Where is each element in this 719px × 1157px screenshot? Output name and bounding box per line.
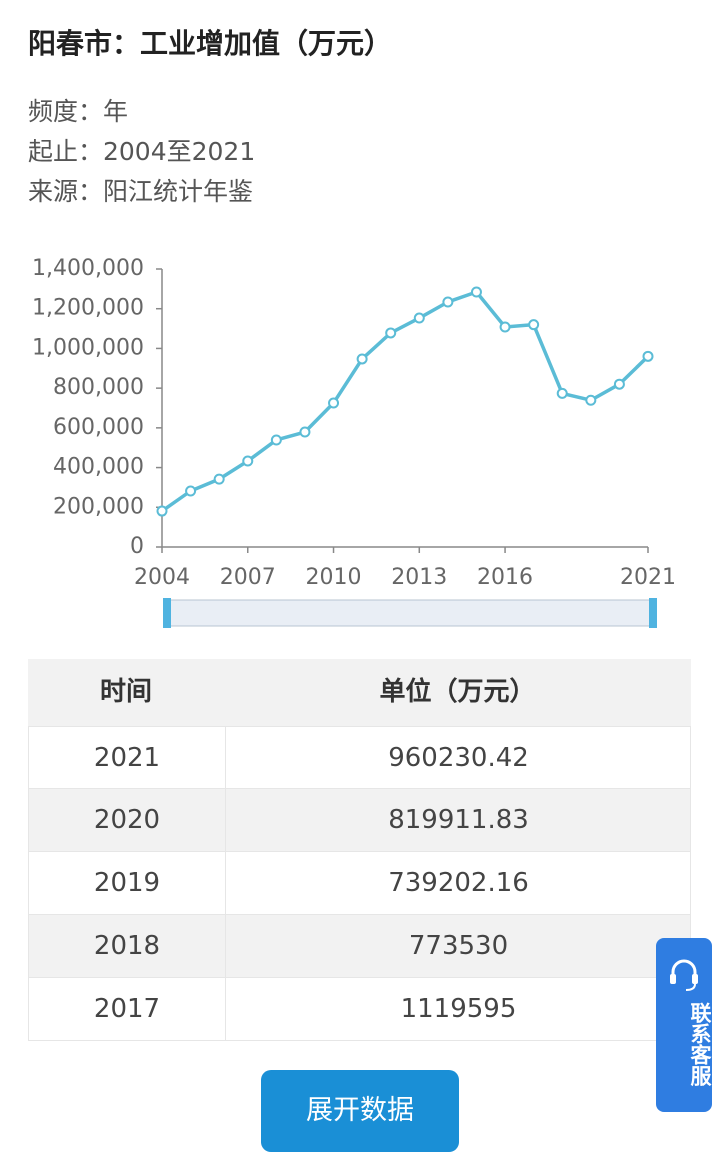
point [585,394,597,406]
meta-line: 起止：2004至2021 [28,137,256,166]
y-tick-label: 1,200,000 [32,296,144,321]
table-row: 2017 1119595 [28,978,691,1041]
table-cell: 2019 [29,852,226,914]
table-row: 2019 739202.16 [28,852,691,915]
zoom-handle[interactable] [163,598,171,628]
chart: 0 200,000 400,000 600,000 800,000 1,000,000 1,… [32,256,676,628]
headset-icon [670,959,698,991]
point [356,353,368,365]
table-cell: 2017 [29,978,226,1040]
x-tick-label: 2021 [620,565,676,590]
zoom-slider[interactable] [164,599,656,627]
table-header: 时间 单位（万元） [28,659,691,726]
y-tick-label: 800,000 [53,375,144,400]
header-cell: 单位（万元） [379,677,536,707]
point [528,319,540,331]
y-tick-label: 0 [130,534,144,559]
point [613,378,625,390]
point [470,286,482,298]
point [299,426,311,438]
table-cell: 739202.16 [388,868,529,898]
point [413,312,425,324]
y-tick-label: 1,000,000 [32,335,144,360]
x-tick-label: 2010 [306,565,362,590]
point [442,296,454,308]
x-tick-label: 2007 [220,565,276,590]
line [160,290,650,513]
table-cell: 819911.83 [388,805,529,835]
y-tick-label: 600,000 [53,415,144,440]
table-cell: 773530 [408,931,509,961]
meta-line: 频度：年 [28,97,129,126]
point [642,350,654,362]
point [556,387,568,399]
table-cell: 2018 [29,915,226,977]
point [270,434,282,446]
y-tick-label: 1,400,000 [32,256,144,281]
table-row: 2018 773530 [28,915,691,978]
x-tick-label: 2013 [391,565,447,590]
y-tick-label: 400,000 [53,455,144,480]
table-row: 2021 960230.42 [28,726,691,789]
point [242,455,254,467]
meta-line: 来源：阳江统计年鉴 [28,177,254,206]
service-label: 联系客服 [688,1002,712,1086]
point [185,485,197,497]
point [499,321,511,333]
table-cell: 2021 [29,727,226,789]
x-tick-label: 2004 [134,565,190,590]
y-tick-label: 200,000 [53,494,144,519]
service-button[interactable]: 联系客服 [656,938,712,1112]
point [156,505,168,517]
table-cell: 960230.42 [388,743,529,773]
page-title: 阳春市：工业增加值（万元） [28,27,393,60]
zoom-handle[interactable] [649,598,657,628]
point [328,397,340,409]
table-cell: 2020 [29,789,226,851]
point [213,473,225,485]
x-tick-label: 2016 [477,565,533,590]
expand-button[interactable]: 展开数据 [261,1070,459,1152]
table-row: 2020 819911.83 [28,789,691,852]
header-cell: 时间 [99,677,152,707]
point [385,327,397,339]
table-cell: 1119595 [400,994,517,1024]
